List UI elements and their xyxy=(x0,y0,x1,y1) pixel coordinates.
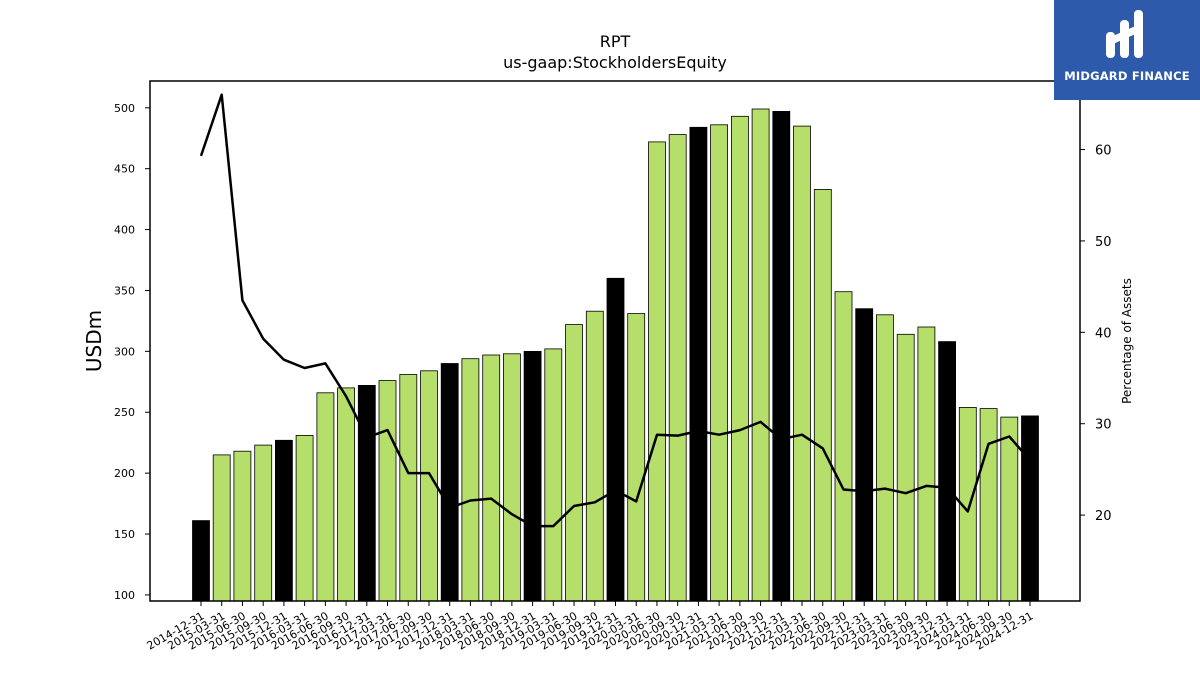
bar-2014-12-31 xyxy=(192,520,210,602)
y-tick-label: 200 xyxy=(114,467,135,480)
percentage-of-assets-line xyxy=(199,93,1031,528)
bar-2018-12-31 xyxy=(523,350,542,602)
bar-2020-06-30 xyxy=(648,141,666,602)
bar-2018-03-31 xyxy=(461,358,480,602)
bar-2016-06-30 xyxy=(316,392,335,602)
y-tick-label: 450 xyxy=(114,163,135,176)
bar-2016-12-31 xyxy=(357,384,376,602)
bar-2016-03-31 xyxy=(295,434,314,602)
bar-2022-03-31 xyxy=(793,125,811,602)
y-tick-label: 100 xyxy=(114,589,135,602)
bar-2019-09-30 xyxy=(585,310,604,602)
bar-2019-03-31 xyxy=(544,348,563,602)
bar-2015-06-30 xyxy=(233,450,252,602)
bar-2020-09-30 xyxy=(668,134,687,602)
y-tick-label: 150 xyxy=(114,528,135,541)
bar-2022-06-30 xyxy=(813,188,832,602)
y-tick-label: 400 xyxy=(114,224,135,237)
bar-2017-03-31 xyxy=(378,380,397,602)
y-tick-label: 350 xyxy=(114,284,135,297)
y-axis-label: USDm xyxy=(82,310,106,372)
bar-2019-06-30 xyxy=(565,324,583,602)
chart-subtitle: us-gaap:StockholdersEquity xyxy=(503,53,727,72)
bar-2020-12-31 xyxy=(689,126,708,602)
bar-2020-03-31 xyxy=(627,313,646,602)
bar-2023-12-31 xyxy=(938,341,956,602)
x-axis: 2014-12-312015-03-312015-06-302015-09-30… xyxy=(145,601,1036,653)
bar-2016-09-30 xyxy=(337,387,356,602)
y2-tick-label: 20 xyxy=(1095,509,1112,524)
bar-2017-12-31 xyxy=(440,363,459,602)
y2-axis-label: Percentage of Assets xyxy=(1120,278,1134,404)
bar-2021-03-31 xyxy=(710,124,728,602)
y-tick-label: 500 xyxy=(114,102,135,115)
bar-2019-12-31 xyxy=(606,277,625,602)
bar-2024-06-30 xyxy=(979,408,998,602)
bar-2018-09-30 xyxy=(502,353,521,602)
bar-2017-06-30 xyxy=(399,374,418,602)
bar-2024-12-31 xyxy=(1021,415,1039,602)
bar-2021-09-30 xyxy=(751,108,770,602)
y-tick-label: 250 xyxy=(114,406,135,419)
bar-2021-06-30 xyxy=(731,115,749,602)
bar-2015-09-30 xyxy=(254,444,273,602)
chart-title: RPT xyxy=(599,32,631,51)
brand-logo: MIDGARD FINANCE xyxy=(1054,0,1200,100)
brand-name: MIDGARD FINANCE xyxy=(1064,69,1190,83)
bar-2023-03-31 xyxy=(876,314,894,602)
line-layer xyxy=(199,93,1031,528)
bar-2023-09-30 xyxy=(917,326,936,602)
bar-2017-09-30 xyxy=(420,370,438,602)
bar-group xyxy=(192,108,1039,602)
y-axis-left: 100 150 200 250 300 350 400 450 500 xyxy=(114,102,150,602)
midgard-logo-icon xyxy=(1106,10,1143,58)
bar-2018-06-30 xyxy=(482,354,501,602)
y2-tick-label: 50 xyxy=(1095,235,1112,250)
bar-2022-09-30 xyxy=(834,291,853,602)
bar-2022-12-31 xyxy=(855,308,874,602)
bar-2015-03-31 xyxy=(212,454,231,602)
y2-tick-label: 60 xyxy=(1095,144,1112,159)
y-axis-right: 20 30 40 50 60 xyxy=(1080,144,1112,524)
bar-2021-12-31 xyxy=(772,111,791,602)
y-tick-label: 300 xyxy=(114,345,135,358)
bar-2015-12-31 xyxy=(274,439,293,602)
y2-tick-label: 30 xyxy=(1095,418,1112,433)
bar-2023-06-30 xyxy=(896,333,915,602)
y2-tick-label: 40 xyxy=(1095,326,1112,341)
